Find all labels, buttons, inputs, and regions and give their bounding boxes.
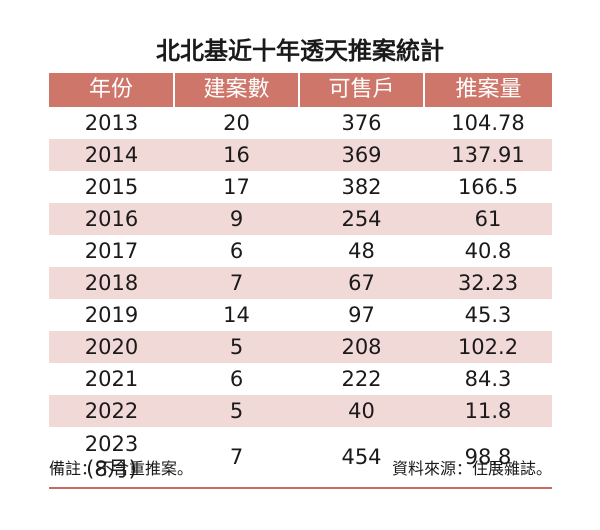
cell-cases: 20 (223, 111, 250, 135)
cell-cases: 14 (223, 303, 250, 327)
cell-units: 376 (341, 111, 382, 135)
cell-units: 208 (299, 331, 424, 363)
cell-volume: 137.91 (424, 139, 552, 171)
cell-units: 369 (299, 139, 424, 171)
cell-units: 454 (299, 427, 424, 489)
cell-year: 2015 (84, 175, 139, 199)
cell-cases: 17 (223, 175, 250, 199)
cell-cases: 6 (229, 239, 244, 263)
cell-cases: 9 (174, 203, 299, 235)
table-row: 2019 14 97 45.3 (49, 299, 552, 331)
cell-units: 97 (348, 303, 375, 327)
cell-cases: 7 (174, 267, 299, 299)
cell-volume: 98.8 (424, 427, 552, 489)
cell-units: 254 (299, 203, 424, 235)
table-row: 2020 5 208 102.2 (49, 331, 552, 363)
table-row: 2018 7 67 32.23 (49, 267, 552, 299)
table-row: 2016 9 254 61 (49, 203, 552, 235)
cell-volume: 102.2 (424, 331, 552, 363)
table-row: 2015 17 382 166.5 (49, 171, 552, 203)
table-row: 2014 16 369 137.91 (49, 139, 552, 171)
cell-year: 2022 (49, 395, 174, 427)
cell-year-value: 2023 (84, 432, 139, 456)
cell-year: 2014 (49, 139, 174, 171)
cell-year-note: (8月) (86, 457, 137, 481)
table-row: 2013 20 376 104.78 (49, 107, 552, 139)
cell-units: 48 (348, 239, 375, 263)
cell-volume: 45.3 (464, 303, 512, 327)
cell-units: 382 (341, 175, 382, 199)
source-note: 資料來源：住展雜誌。 (391, 459, 552, 478)
cell-year: 2023 (8月) (49, 427, 174, 489)
cell-units: 222 (341, 367, 382, 391)
cell-cases: 7 (174, 427, 299, 489)
table-row: 2022 5 40 11.8 (49, 395, 552, 427)
cell-year: 2019 (84, 303, 139, 327)
cell-year: 2016 (49, 203, 174, 235)
data-table: 年份 建案數 可售戶 推案量 2013 20 376 104.78 2014 1… (49, 73, 552, 489)
cell-year: 2021 (84, 367, 139, 391)
footnote: 備註：不含重推案。 (49, 459, 194, 478)
cell-cases: 6 (229, 367, 244, 391)
cell-volume: 40.8 (464, 239, 512, 263)
cell-units: 40 (299, 395, 424, 427)
cell-year: 2017 (84, 239, 139, 263)
cell-volume: 61 (424, 203, 552, 235)
cell-year: 2013 (84, 111, 139, 135)
cell-units: 67 (299, 267, 424, 299)
column-header-year: 年份 (49, 73, 174, 107)
cell-volume: 84.3 (464, 367, 512, 391)
table-row: 2021 6 222 84.3 (49, 363, 552, 395)
cell-volume: 32.23 (424, 267, 552, 299)
cell-year: 2018 (49, 267, 174, 299)
cell-year: 2020 (49, 331, 174, 363)
column-header-volume: 推案量 (423, 73, 552, 107)
header-row: 年份 建案數 可售戶 推案量 (49, 73, 552, 107)
cell-cases: 16 (174, 139, 299, 171)
column-header-cases: 建案數 (173, 73, 299, 107)
cell-cases: 5 (174, 331, 299, 363)
column-header-units: 可售戶 (298, 73, 424, 107)
cell-volume: 104.78 (451, 111, 525, 135)
cell-volume: 11.8 (424, 395, 552, 427)
table-title: 北北基近十年透天推案統計 (156, 37, 444, 65)
cell-volume: 166.5 (457, 175, 519, 199)
table-row: 2017 6 48 40.8 (49, 235, 552, 267)
table-row: 2023 (8月) 7 454 98.8 (49, 427, 552, 489)
cell-cases: 5 (174, 395, 299, 427)
